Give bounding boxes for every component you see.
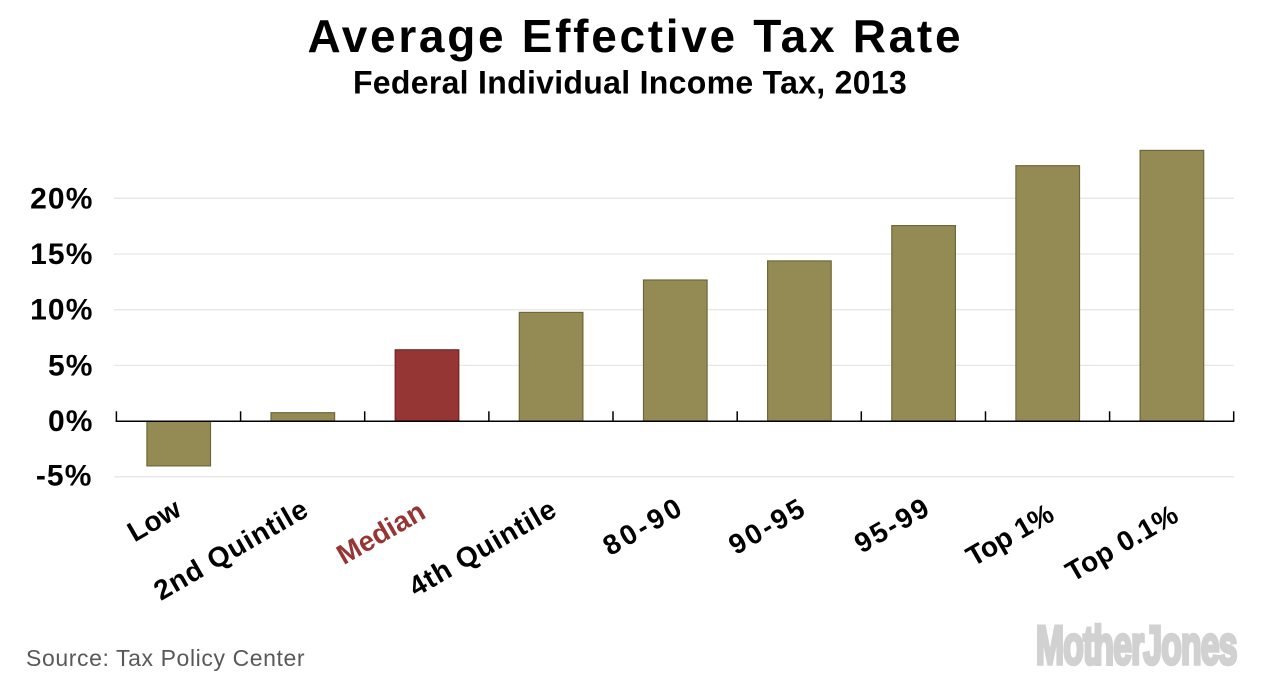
svg-text:Source: Tax Policy Center: Source: Tax Policy Center (26, 645, 305, 671)
svg-text:0%: 0% (48, 405, 94, 438)
svg-text:20%: 20% (30, 182, 93, 215)
svg-text:Federal Individual Income Tax,: Federal Individual Income Tax, 2013 (353, 65, 907, 101)
svg-text:10%: 10% (30, 294, 93, 327)
svg-text:5%: 5% (48, 349, 94, 382)
svg-text:15%: 15% (30, 238, 93, 271)
svg-text:MotherJones: MotherJones (1036, 615, 1237, 676)
svg-text:-5%: -5% (36, 459, 93, 492)
svg-text:Average Effective Tax Rate: Average Effective Tax Rate (308, 10, 964, 62)
